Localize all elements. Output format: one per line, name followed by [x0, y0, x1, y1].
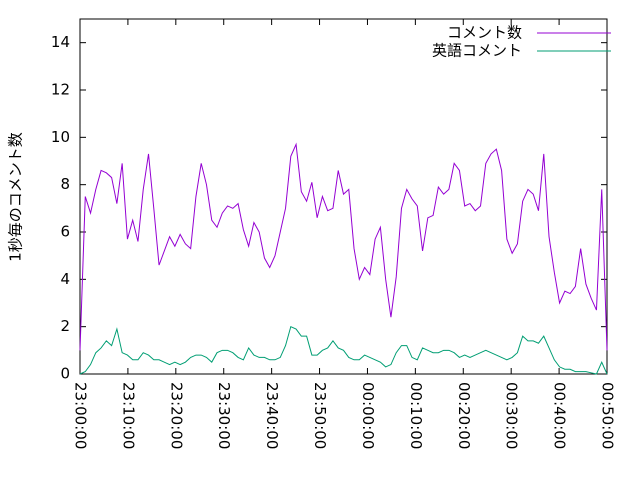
legend-label: コメント数: [447, 24, 522, 42]
x-tick-label: 23:30:00: [215, 382, 233, 449]
x-tick-label: 00:40:00: [551, 382, 569, 449]
y-tick-label: 8: [60, 175, 70, 193]
x-tick-label: 23:20:00: [167, 382, 185, 449]
x-tick-label: 00:00:00: [359, 382, 377, 449]
y-tick-label: 6: [60, 223, 70, 241]
plot-border: [79, 18, 608, 375]
x-tick-label: 00:20:00: [455, 382, 473, 449]
x-tick-label: 23:00:00: [72, 382, 90, 449]
legend-label: 英語コメント: [432, 42, 522, 60]
y-tick-label: 14: [51, 33, 70, 51]
x-tick-label: 23:40:00: [263, 382, 281, 449]
y-tick-label: 4: [60, 270, 70, 288]
y-tick-label: 12: [51, 81, 70, 99]
x-tick-label: 00:10:00: [407, 382, 425, 449]
x-tick-label: 00:50:00: [599, 382, 617, 449]
y-tick-label: 2: [60, 317, 70, 335]
y-tick-label: 10: [51, 128, 70, 146]
y-tick-label: 0: [60, 365, 70, 383]
x-tick-label: 23:50:00: [311, 382, 329, 449]
x-tick-label: 23:10:00: [119, 382, 137, 449]
x-tick-label: 00:30:00: [503, 382, 521, 449]
series-line: [79, 325, 608, 375]
series-line: [79, 142, 608, 351]
y-axis-label: 1秒毎のコメント数: [7, 132, 25, 262]
